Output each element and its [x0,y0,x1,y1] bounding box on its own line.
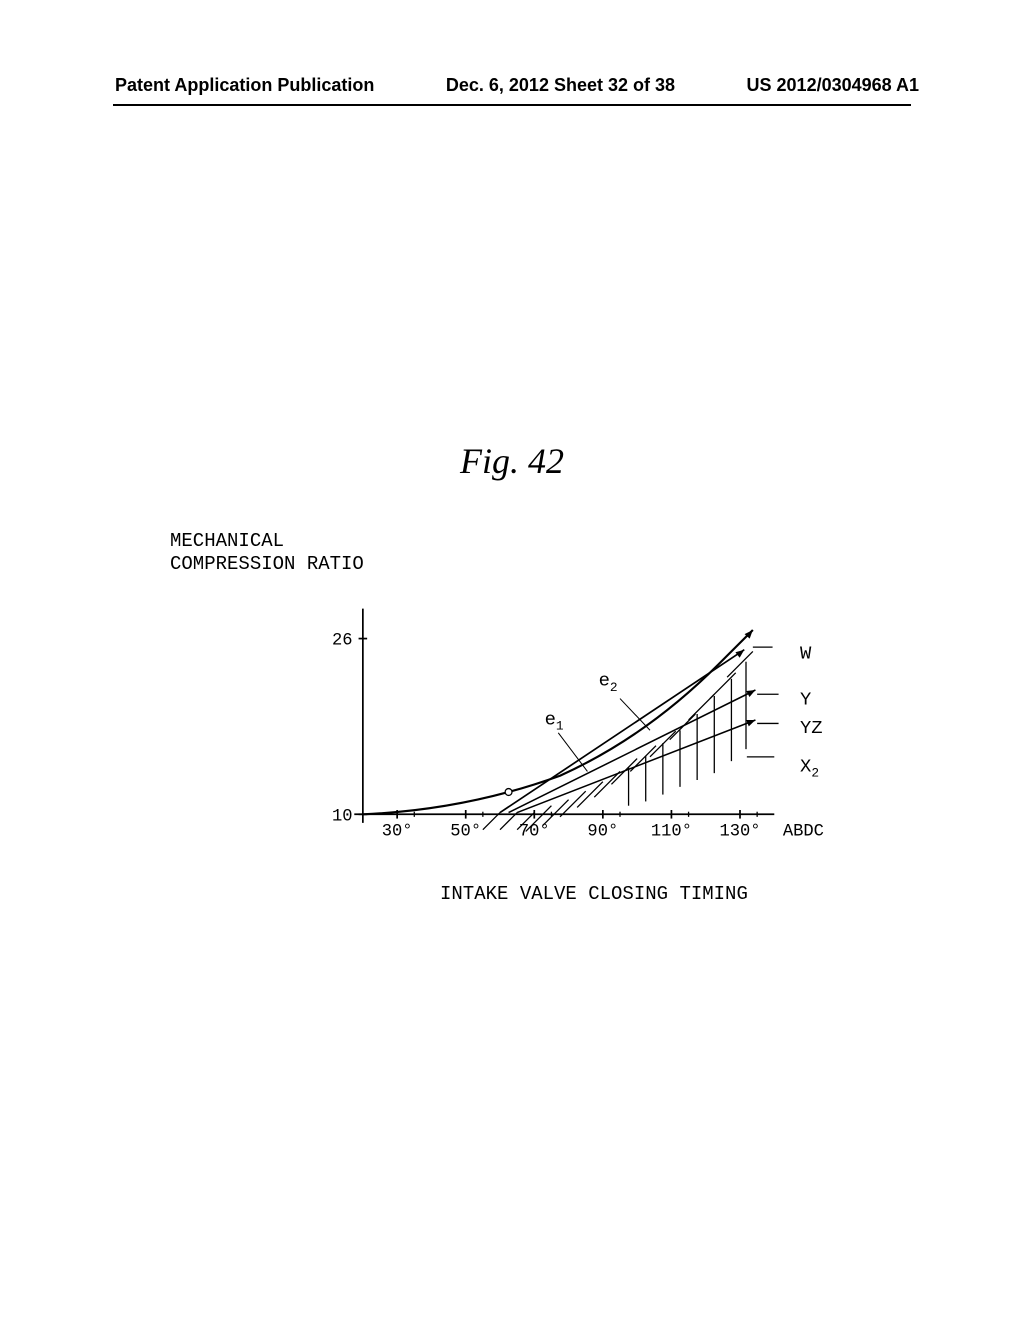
header-right: US 2012/0304968 A1 [747,75,919,96]
x-axis-label: INTAKE VALVE CLOSING TIMING [440,883,748,905]
chart: MECHANICAL COMPRESSION RATIO 26 10 30° 50° 7… [150,530,870,900]
svg-text:70°: 70° [519,823,550,842]
svg-text:ABDC: ABDC [783,823,824,842]
figure-label: Fig. 42 [460,440,564,482]
svg-text:130°: 130° [719,823,760,842]
svg-text:X2: X2 [800,755,819,780]
header-center: Dec. 6, 2012 Sheet 32 of 38 [446,75,675,96]
header-left: Patent Application Publication [115,75,374,96]
svg-text:10: 10 [332,807,353,826]
chart-svg: 26 10 30° 50° 70° 90° 110° 130° ABDC W Y YZ X2 e1 e2 [260,570,860,870]
svg-text:e1: e1 [545,708,564,733]
page-header: Patent Application Publication Dec. 6, 2… [0,75,1024,96]
svg-text:110°: 110° [651,823,692,842]
svg-text:YZ: YZ [800,717,823,739]
header-divider [113,104,911,106]
svg-text:26: 26 [332,632,353,651]
y-axis-label: MECHANICAL COMPRESSION RATIO [170,530,364,576]
svg-text:50°: 50° [450,823,481,842]
svg-text:90°: 90° [587,823,618,842]
svg-text:Y: Y [800,689,811,711]
svg-text:e2: e2 [599,670,618,695]
svg-text:W: W [800,642,812,664]
svg-text:30°: 30° [382,823,413,842]
